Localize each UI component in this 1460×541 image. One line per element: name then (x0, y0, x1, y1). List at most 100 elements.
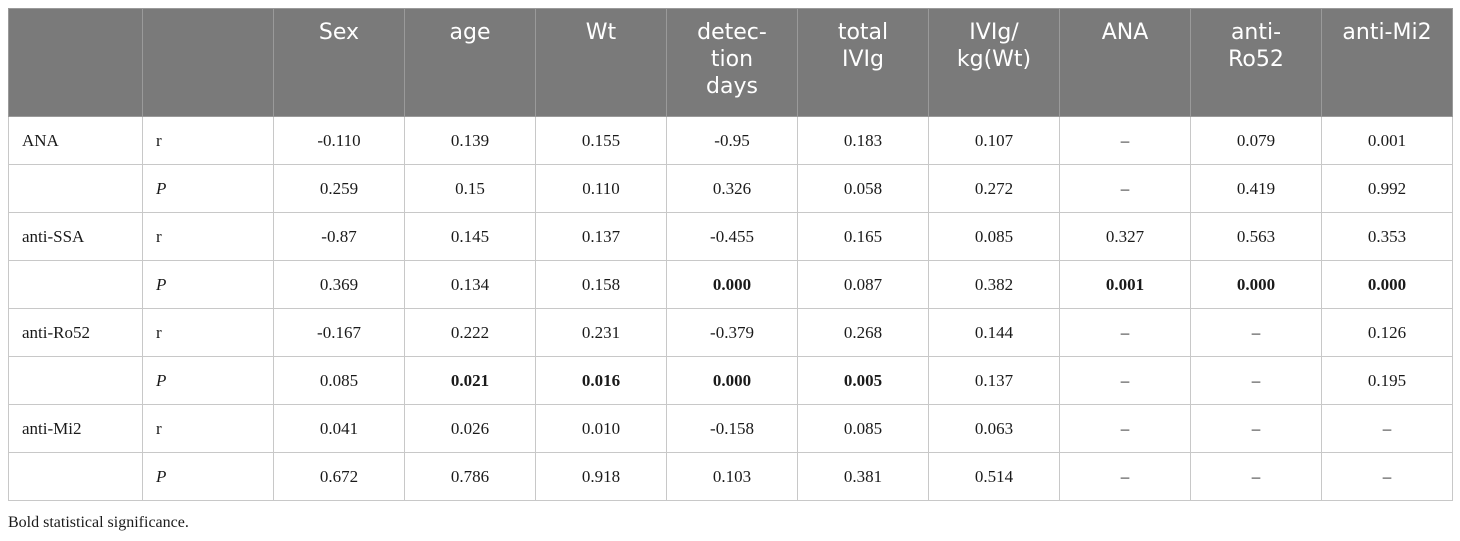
table-cell: 0.000 (1190, 260, 1322, 309)
table-cell: -0.167 (273, 308, 405, 357)
table-cell: -0.110 (273, 116, 405, 165)
column-header: anti- Ro52 (1190, 8, 1322, 117)
table-cell: 0.134 (404, 260, 536, 309)
table-cell: – (1059, 116, 1191, 165)
row-variable-label: anti-Mi2 (8, 404, 143, 453)
column-header (8, 8, 143, 117)
table-cell: 0.144 (928, 308, 1060, 357)
table-cell: – (1059, 404, 1191, 453)
table-cell: 0.145 (404, 212, 536, 261)
row-statistic-label: r (142, 212, 274, 261)
table-cell: -0.87 (273, 212, 405, 261)
table-cell: -0.455 (666, 212, 798, 261)
table-cell: 0.103 (666, 452, 798, 501)
table-cell: 0.000 (666, 356, 798, 405)
table-row: P 0.259 0.15 0.110 0.326 0.058 0.272–0.419 0.99… (8, 164, 1453, 213)
table-cell: 0.992 (1321, 164, 1453, 213)
table-body: ANA r -0.110 0.139 0.155 -0.95 0.183 0.107–0.07… (8, 116, 1453, 501)
table-cell: 0.514 (928, 452, 1060, 501)
table-cell: -0.158 (666, 404, 798, 453)
column-header: age (404, 8, 536, 117)
table-cell: 0.085 (797, 404, 929, 453)
row-variable-label (8, 356, 143, 405)
table-row: P 0.672 0.786 0.918 0.103 0.381 0.514– – – (8, 452, 1453, 501)
table-cell: 0.010 (535, 404, 667, 453)
table-cell: 0.381 (797, 452, 929, 501)
table-cell: 0.000 (1321, 260, 1453, 309)
table-cell: 0.107 (928, 116, 1060, 165)
column-header: anti-Mi2 (1321, 8, 1453, 117)
table-cell: -0.379 (666, 308, 798, 357)
table-cell: 0.369 (273, 260, 405, 309)
table-cell: 0.195 (1321, 356, 1453, 405)
row-variable-label (8, 260, 143, 309)
column-header: detec-tion days (666, 8, 798, 117)
table-cell: 0.158 (535, 260, 667, 309)
table-cell: 0.079 (1190, 116, 1322, 165)
correlation-table: Sex age Wt detec-tion days total IVIg IVIg/kg(W… (8, 8, 1453, 501)
header-row: Sex age Wt detec-tion days total IVIg IVIg/kg(W… (8, 8, 1453, 117)
table-cell: – (1059, 452, 1191, 501)
row-statistic-label: P (142, 452, 274, 501)
row-variable-label: ANA (8, 116, 143, 165)
table-row: P 0.369 0.134 0.158 0.000 0.087 0.382 0.001 0.00… (8, 260, 1453, 309)
table-cell: 0.419 (1190, 164, 1322, 213)
table-cell: 0.137 (535, 212, 667, 261)
table-row: P 0.085 0.021 0.016 0.000 0.005 0.137– –0.195 (8, 356, 1453, 405)
table-cell: 0.155 (535, 116, 667, 165)
table-cell: 0.063 (928, 404, 1060, 453)
table-cell: 0.085 (273, 356, 405, 405)
table-cell: 0.026 (404, 404, 536, 453)
table-cell: – (1059, 356, 1191, 405)
table-cell: 0.786 (404, 452, 536, 501)
table-cell: 0.000 (666, 260, 798, 309)
table-cell: 0.126 (1321, 308, 1453, 357)
table-cell: 0.165 (797, 212, 929, 261)
table-cell: 0.087 (797, 260, 929, 309)
table-cell: – (1059, 164, 1191, 213)
table-cell: – (1321, 404, 1453, 453)
column-header: ANA (1059, 8, 1191, 117)
table-cell: 0.058 (797, 164, 929, 213)
table-cell: 0.353 (1321, 212, 1453, 261)
table-cell: 0.326 (666, 164, 798, 213)
table-cell: 0.231 (535, 308, 667, 357)
table-cell: 0.137 (928, 356, 1060, 405)
table-cell: 0.085 (928, 212, 1060, 261)
table-footnote: Bold statistical significance. (8, 514, 189, 531)
table-cell: 0.005 (797, 356, 929, 405)
table-cell: 0.272 (928, 164, 1060, 213)
table-cell: – (1190, 452, 1322, 501)
row-variable-label: anti-SSA (8, 212, 143, 261)
table-cell: 0.041 (273, 404, 405, 453)
table-cell: 0.382 (928, 260, 1060, 309)
table-cell: – (1190, 308, 1322, 357)
column-header: Wt (535, 8, 667, 117)
column-header: Sex (273, 8, 405, 117)
column-header (142, 8, 274, 117)
row-statistic-label: P (142, 164, 274, 213)
column-header: IVIg/kg(Wt) (928, 8, 1060, 117)
table-cell: – (1321, 452, 1453, 501)
table-cell: 0.672 (273, 452, 405, 501)
table-cell: 0.110 (535, 164, 667, 213)
table-cell: 0.021 (404, 356, 536, 405)
row-variable-label (8, 164, 143, 213)
table-cell: 0.183 (797, 116, 929, 165)
table-cell: – (1190, 356, 1322, 405)
table-cell: 0.222 (404, 308, 536, 357)
table-row: anti-Mi2 r 0.041 0.026 0.010 -0.158 0.085 0.063… (8, 404, 1453, 453)
table-cell: 0.259 (273, 164, 405, 213)
table-row: anti-Ro52 r -0.167 0.222 0.231 -0.379 0.268 0.1… (8, 308, 1453, 357)
table-cell: 0.327 (1059, 212, 1191, 261)
table-cell: 0.918 (535, 452, 667, 501)
row-variable-label (8, 452, 143, 501)
row-variable-label: anti-Ro52 (8, 308, 143, 357)
table-cell: 0.001 (1059, 260, 1191, 309)
table-cell: 0.15 (404, 164, 536, 213)
table-row: ANA r -0.110 0.139 0.155 -0.95 0.183 0.107–0.07… (8, 116, 1453, 165)
row-statistic-label: P (142, 260, 274, 309)
row-statistic-label: r (142, 308, 274, 357)
table-cell: – (1059, 308, 1191, 357)
table-cell: 0.001 (1321, 116, 1453, 165)
